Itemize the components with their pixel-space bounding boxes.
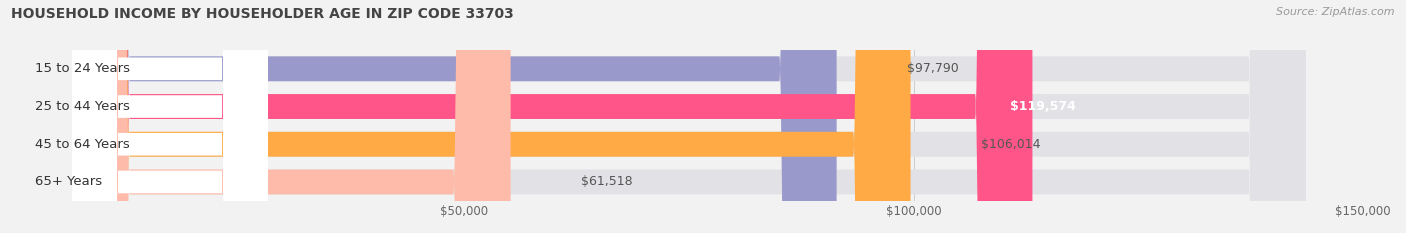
Text: Source: ZipAtlas.com: Source: ZipAtlas.com bbox=[1277, 7, 1395, 17]
FancyBboxPatch shape bbox=[72, 0, 1306, 233]
FancyBboxPatch shape bbox=[72, 0, 1306, 233]
FancyBboxPatch shape bbox=[72, 0, 1306, 233]
Text: HOUSEHOLD INCOME BY HOUSEHOLDER AGE IN ZIP CODE 33703: HOUSEHOLD INCOME BY HOUSEHOLDER AGE IN Z… bbox=[11, 7, 515, 21]
FancyBboxPatch shape bbox=[72, 0, 267, 233]
Text: $97,790: $97,790 bbox=[907, 62, 959, 75]
FancyBboxPatch shape bbox=[72, 0, 510, 233]
Text: $61,518: $61,518 bbox=[582, 175, 633, 188]
FancyBboxPatch shape bbox=[72, 0, 911, 233]
FancyBboxPatch shape bbox=[72, 0, 267, 233]
Text: $106,014: $106,014 bbox=[981, 138, 1040, 151]
Text: 25 to 44 Years: 25 to 44 Years bbox=[35, 100, 129, 113]
FancyBboxPatch shape bbox=[72, 0, 837, 233]
FancyBboxPatch shape bbox=[72, 0, 267, 233]
Text: 45 to 64 Years: 45 to 64 Years bbox=[35, 138, 129, 151]
Text: 15 to 24 Years: 15 to 24 Years bbox=[35, 62, 129, 75]
FancyBboxPatch shape bbox=[72, 0, 1032, 233]
FancyBboxPatch shape bbox=[72, 0, 267, 233]
Text: 65+ Years: 65+ Years bbox=[35, 175, 101, 188]
FancyBboxPatch shape bbox=[72, 0, 1306, 233]
Text: $119,574: $119,574 bbox=[1011, 100, 1076, 113]
